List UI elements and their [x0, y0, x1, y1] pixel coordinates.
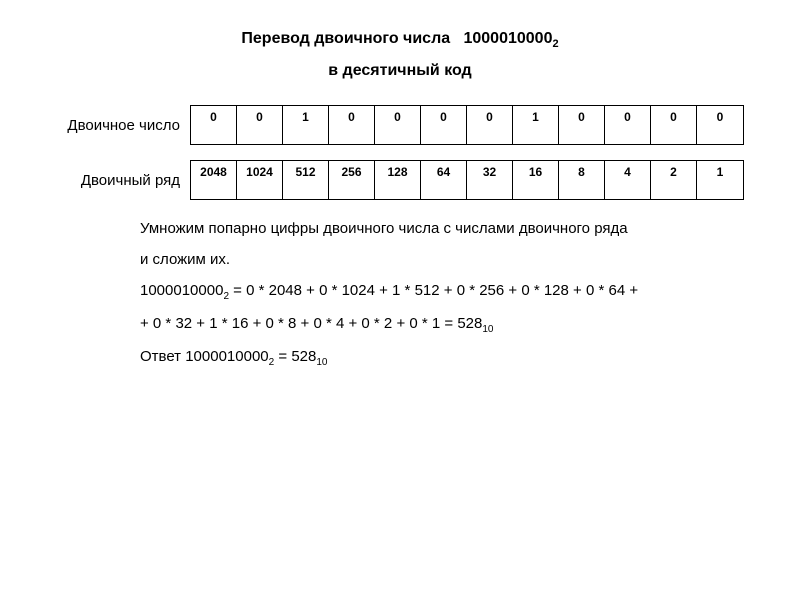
binary-cell: 0: [421, 106, 467, 144]
calc-line2-prefix: + 0 * 32 + 1 * 16 + 0 * 8 + 0 * 4 + 0 * …: [140, 315, 482, 332]
title-line1: Перевод двоичного числа 10000100002: [40, 30, 760, 50]
explanation-section: Умножим попарно цифры двоичного числа с …: [40, 215, 760, 372]
power-cell: 32: [467, 161, 513, 199]
binary-row-group: Двоичное число 0 0 1 0 0 0 0 1 0 0 0 0: [40, 105, 760, 145]
calc-line2: + 0 * 32 + 1 * 16 + 0 * 8 + 0 * 4 + 0 * …: [140, 310, 720, 339]
binary-cell: 1: [283, 106, 329, 144]
binary-row-label: Двоичное число: [40, 117, 190, 134]
power-cell: 2048: [191, 161, 237, 199]
calc-number: 1000010000: [140, 282, 223, 299]
calc-line1: 10000100002 = 0 * 2048 + 0 * 1024 + 1 * …: [140, 277, 720, 306]
powers-row: 2048 1024 512 256 128 64 32 16 8 4 2 1: [190, 160, 744, 200]
binary-cell: 0: [237, 106, 283, 144]
binary-cell: 0: [191, 106, 237, 144]
binary-cell: 0: [651, 106, 697, 144]
binary-cell: 0: [697, 106, 743, 144]
answer-line: Ответ 10000100002 = 52810: [140, 343, 720, 372]
power-cell: 512: [283, 161, 329, 199]
power-cell: 128: [375, 161, 421, 199]
binary-cell: 1: [513, 106, 559, 144]
calc-sub2: 10: [482, 324, 493, 335]
power-cell: 2: [651, 161, 697, 199]
power-cell: 1024: [237, 161, 283, 199]
binary-cell: 0: [329, 106, 375, 144]
power-cell: 1: [697, 161, 743, 199]
powers-row-group: Двоичный ряд 2048 1024 512 256 128 64 32…: [40, 160, 760, 200]
binary-cell: 0: [375, 106, 421, 144]
answer-prefix: Ответ 1000010000: [140, 348, 269, 365]
answer-mid: = 528: [274, 348, 316, 365]
tables-container: Двоичное число 0 0 1 0 0 0 0 1 0 0 0 0 Д…: [40, 105, 760, 215]
powers-row-label: Двоичный ряд: [40, 172, 190, 189]
title-prefix: Перевод двоичного числа: [241, 30, 450, 47]
title-subscript: 2: [552, 38, 558, 50]
answer-sub2: 10: [316, 357, 327, 368]
binary-digits-row: 0 0 1 0 0 0 0 1 0 0 0 0: [190, 105, 744, 145]
explanation-intro2: и сложим их.: [140, 246, 720, 273]
calc-line1-rest: = 0 * 2048 + 0 * 1024 + 1 * 512 + 0 * 25…: [229, 282, 638, 299]
explanation-intro1: Умножим попарно цифры двоичного числа с …: [140, 215, 720, 242]
power-cell: 256: [329, 161, 375, 199]
title-line2: в десятичный код: [40, 62, 760, 80]
binary-cell: 0: [605, 106, 651, 144]
title-number: 1000010000: [463, 30, 552, 47]
binary-cell: 0: [467, 106, 513, 144]
binary-cell: 0: [559, 106, 605, 144]
power-cell: 8: [559, 161, 605, 199]
power-cell: 4: [605, 161, 651, 199]
power-cell: 16: [513, 161, 559, 199]
power-cell: 64: [421, 161, 467, 199]
